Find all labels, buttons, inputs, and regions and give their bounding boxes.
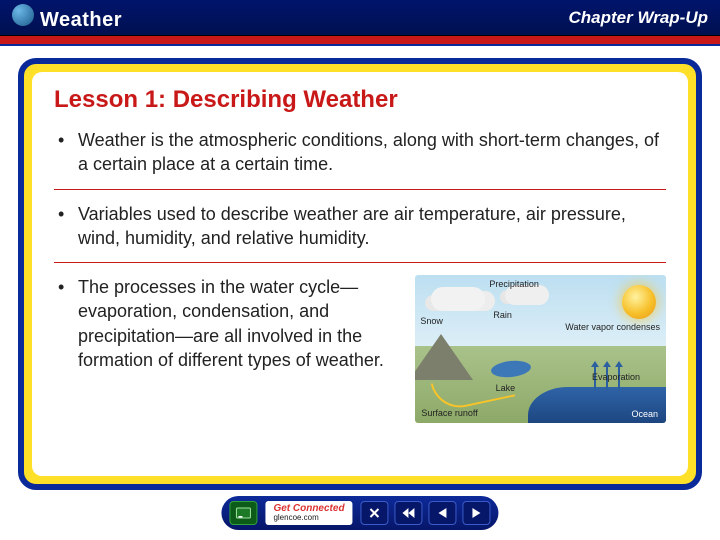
diagram-label: Snow bbox=[420, 315, 443, 327]
bullet-item: Variables used to describe weather are a… bbox=[54, 202, 666, 264]
bullet-item: Weather is the atmospheric conditions, a… bbox=[54, 128, 666, 190]
red-stripe bbox=[0, 36, 720, 44]
diagram-label: Water vapor condenses bbox=[565, 321, 660, 333]
chapter-title-group: Weather bbox=[12, 4, 122, 32]
globe-icon bbox=[12, 4, 34, 26]
chapter-title: Weather bbox=[40, 9, 122, 32]
mountain-shape bbox=[415, 334, 473, 380]
diagram-label: Ocean bbox=[631, 408, 658, 420]
bullet-text: Variables used to describe weather are a… bbox=[78, 204, 626, 248]
rewind-button[interactable] bbox=[395, 501, 423, 525]
next-button[interactable] bbox=[463, 501, 491, 525]
bullet-item: The processes in the water cycle—evapora… bbox=[54, 275, 666, 435]
connect-link[interactable]: Get Connected glencoe.com bbox=[265, 501, 352, 525]
bullet-text: Weather is the atmospheric conditions, a… bbox=[78, 130, 659, 174]
connect-url: glencoe.com bbox=[273, 514, 344, 522]
close-button[interactable] bbox=[361, 501, 389, 525]
diagram-label: Evaporation bbox=[592, 371, 640, 383]
bullet-list: Weather is the atmospheric conditions, a… bbox=[54, 128, 666, 435]
sun-icon bbox=[622, 285, 656, 319]
diagram-label: Rain bbox=[493, 309, 512, 321]
content-frame: Lesson 1: Describing Weather Weather is … bbox=[18, 58, 702, 490]
header-bar: Weather Chapter Wrap-Up bbox=[0, 0, 720, 36]
bullet-with-image: The processes in the water cycle—evapora… bbox=[78, 275, 666, 423]
blue-stripe bbox=[0, 44, 720, 46]
water-cycle-diagram: Precipitation Snow Rain Water vapor cond… bbox=[415, 275, 666, 423]
header-right-label: Chapter Wrap-Up bbox=[569, 8, 708, 28]
footer-bar: Get Connected glencoe.com bbox=[221, 496, 498, 530]
prev-button[interactable] bbox=[429, 501, 457, 525]
cloud-icon bbox=[431, 287, 485, 311]
lesson-title: Lesson 1: Describing Weather bbox=[54, 86, 666, 114]
bullet-text: The processes in the water cycle—evapora… bbox=[78, 275, 401, 423]
diagram-label: Precipitation bbox=[489, 278, 539, 290]
chalkboard-button[interactable] bbox=[229, 501, 257, 525]
content-inner: Lesson 1: Describing Weather Weather is … bbox=[32, 72, 688, 476]
slide: Weather Chapter Wrap-Up Lesson 1: Descri… bbox=[0, 0, 720, 540]
diagram-label: Lake bbox=[496, 382, 516, 394]
diagram-label: Surface runoff bbox=[421, 407, 477, 419]
